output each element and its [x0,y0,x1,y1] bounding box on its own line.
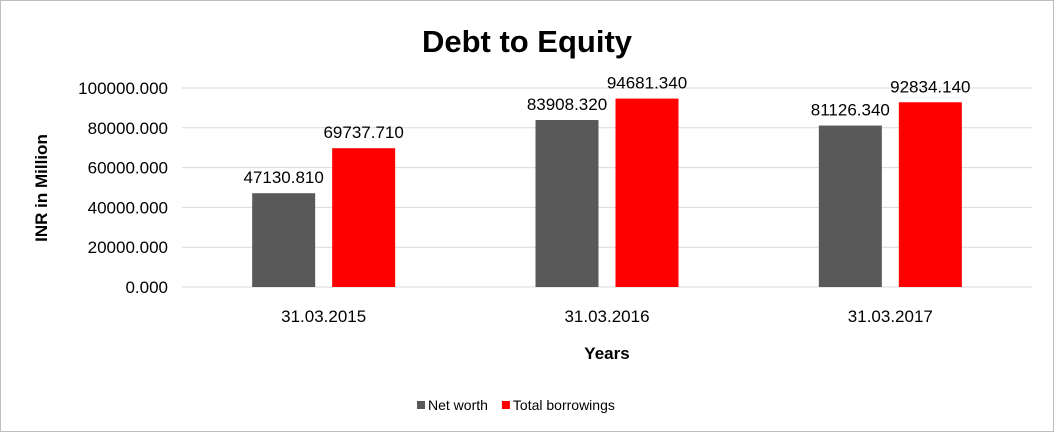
bar [898,102,962,287]
y-tick-label: 80000.000 [88,119,168,138]
legend: Net worth Total borrowings [417,397,615,413]
y-tick-label: 40000.000 [88,198,168,217]
x-axis-ticks: 31.03.2015 31.03.2016 31.03.2017 [281,307,933,326]
data-label: 69737.710 [323,123,403,142]
data-label: 92834.140 [890,77,970,96]
data-label: 83908.320 [527,95,607,114]
data-label: 47130.810 [243,168,323,187]
chart-title: Debt to Equity [422,24,633,59]
bar [615,98,679,287]
bar [332,148,396,287]
y-axis-title: INR in Million [32,134,51,242]
y-tick-label: 20000.000 [88,238,168,257]
legend-label: Total borrowings [513,397,615,413]
legend-swatch [417,401,425,409]
bar [535,120,599,287]
y-tick-label: 60000.000 [88,159,168,178]
x-tick-label: 31.03.2017 [848,307,933,326]
legend-label: Net worth [428,397,488,413]
y-tick-label: 0.000 [125,278,168,297]
bars [252,98,962,287]
y-tick-label: 100000.000 [78,79,168,98]
x-tick-label: 31.03.2016 [564,307,649,326]
bar [818,125,882,287]
gridlines [182,87,1032,288]
x-tick-label: 31.03.2015 [281,307,366,326]
y-axis-ticks: 0.000 20000.000 40000.000 60000.000 80000.00… [78,79,168,297]
legend-swatch [501,401,510,409]
x-axis-title: Years [584,344,629,363]
data-label: 81126.340 [811,101,890,120]
data-label: 94681.340 [607,74,687,93]
bar [252,193,316,287]
